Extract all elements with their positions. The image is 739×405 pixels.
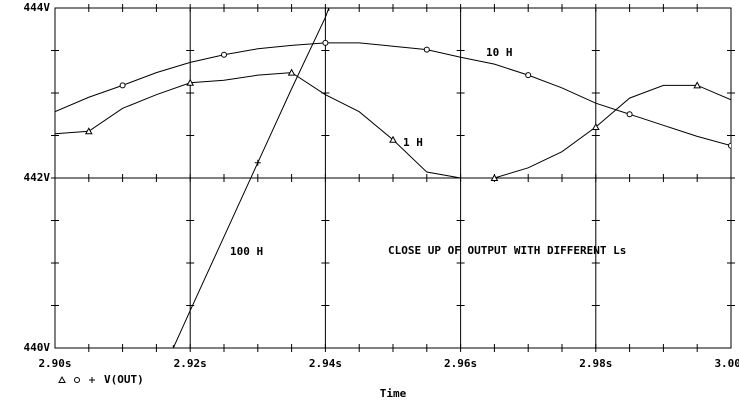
x-tick-label: 2.98s <box>579 357 612 370</box>
x-tick-label: 2.96s <box>444 357 477 370</box>
marker <box>84 127 93 135</box>
series <box>55 39 731 149</box>
y-tick-label: 440V <box>24 341 51 354</box>
marker <box>626 111 633 118</box>
x-tick-label: 2.90s <box>38 357 71 370</box>
marker <box>254 159 261 166</box>
marker <box>591 122 600 130</box>
marker <box>490 173 499 181</box>
legend-label: V(OUT) <box>104 373 144 386</box>
marker <box>287 68 296 76</box>
marker <box>728 142 731 149</box>
marker <box>389 135 397 143</box>
x-axis-label: Time <box>380 387 407 400</box>
y-tick-label: 444V <box>24 1 51 14</box>
marker <box>423 46 430 53</box>
marker <box>186 78 195 86</box>
x-tick-label: 2.94s <box>309 357 342 370</box>
marker <box>170 345 177 348</box>
marker <box>322 39 329 46</box>
series-label: 1 H <box>403 136 423 149</box>
marker <box>525 72 532 79</box>
series-label: 100 H <box>230 245 263 258</box>
x-tick-label: 2.92s <box>174 357 207 370</box>
y-tick-label: 442V <box>24 171 51 184</box>
x-tick-label: 3.00s <box>714 357 739 370</box>
marker <box>221 51 227 58</box>
series-label: 10 H <box>486 46 513 59</box>
series <box>170 8 332 348</box>
legend-marker <box>89 377 95 383</box>
series-line <box>55 42 731 147</box>
marker <box>693 81 702 89</box>
legend-marker <box>58 375 66 383</box>
marker <box>325 8 332 11</box>
marker <box>119 82 126 89</box>
series <box>55 68 731 181</box>
annotation: CLOSE UP OF OUTPUT WITH DIFFERENT Ls <box>388 244 626 257</box>
legend-marker <box>74 377 80 383</box>
